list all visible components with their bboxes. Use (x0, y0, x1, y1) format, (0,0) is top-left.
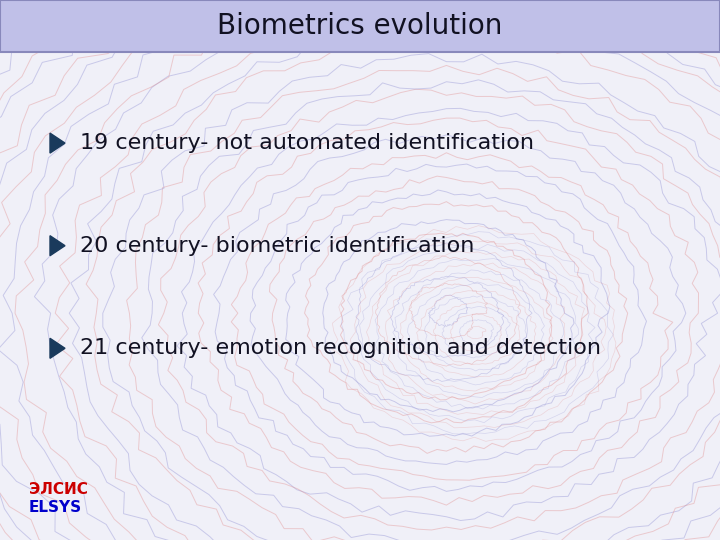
Text: Biometrics evolution: Biometrics evolution (217, 12, 503, 40)
Polygon shape (50, 133, 65, 153)
Polygon shape (50, 235, 65, 256)
Text: 20 century- biometric identification: 20 century- biometric identification (80, 235, 474, 256)
Text: 19 century- not automated identification: 19 century- not automated identification (80, 133, 534, 153)
Text: ЭЛСИС: ЭЛСИС (29, 482, 88, 497)
Polygon shape (50, 338, 65, 359)
FancyBboxPatch shape (0, 0, 720, 52)
Text: 21 century- emotion recognition and detection: 21 century- emotion recognition and dete… (80, 338, 601, 359)
Text: ELSYS: ELSYS (29, 500, 82, 515)
